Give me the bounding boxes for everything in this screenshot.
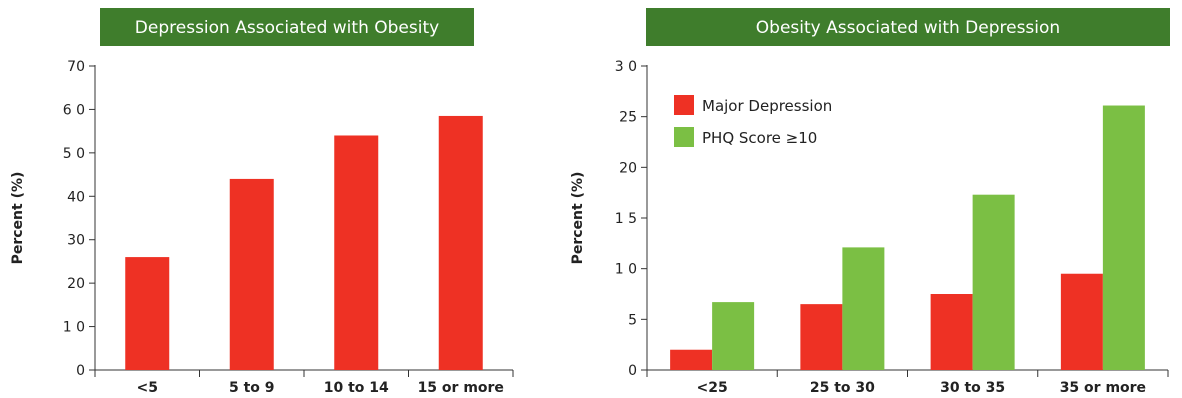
bar-cat3 [438,115,483,370]
chart-obesity-associated-with-depression: Obesity Associated with Depression Percen… [560,0,1182,398]
x-category-label: 5 to 9 [229,380,275,396]
bar-cat2 [334,135,379,370]
x-category-label: 30 to 35 [940,380,1005,396]
y-tick-label: 20 [619,160,637,176]
chart-title: Obesity Associated with Depression [756,18,1060,38]
bar-series1-cat2 [972,194,1015,370]
y-tick-label: 25 [619,110,637,126]
y-tick-label: 3 0 [615,59,637,75]
y-tick-label: 5 [628,312,637,328]
y-tick-label: 0 [628,363,637,379]
y-axis-title: Percent (%) [570,172,586,265]
y-tick-label: 6 0 [63,102,85,118]
bar-series0-cat2 [930,294,973,370]
bar-series1-cat3 [1102,105,1145,371]
y-tick-label: 40 [67,189,85,205]
y-tick-label: 30 [67,233,85,249]
y-tick-label: 20 [67,276,85,292]
x-category-label: <25 [697,380,728,396]
x-category-label: 35 or more [1060,380,1146,396]
y-tick-label: 1 0 [63,320,85,336]
x-category-label: 25 to 30 [810,380,875,396]
legend-label: Major Depression [702,97,832,115]
chart-right-svg: Obesity Associated with Depression Percen… [570,8,1170,396]
x-category-label: 15 or more [418,380,504,396]
y-tick-label: 70 [67,59,85,75]
chart-title-bar [646,8,1170,46]
chart-left-svg: Depression Associated with Obesity Percen… [10,8,514,396]
bar-series0-cat1 [800,304,843,370]
x-category-label: 10 to 14 [324,380,389,396]
legend-label: PHQ Score ≥10 [702,129,817,147]
bar-series1-cat1 [842,247,885,370]
y-tick-label: 0 [76,363,85,379]
bar-series0-cat3 [1060,273,1103,370]
y-tick-label: 1 0 [615,262,637,278]
bar-series0-cat0 [670,349,713,370]
bar-cat1 [229,178,274,370]
y-tick-label: 5 0 [63,146,85,162]
chart-title-bar [100,8,474,46]
legend-swatch [674,127,694,147]
legend-swatch [674,95,694,115]
chart-depression-associated-with-obesity: Depression Associated with Obesity Percen… [0,0,560,398]
chart-title: Depression Associated with Obesity [135,18,439,38]
bar-cat0 [125,257,170,370]
y-axis-title: Percent (%) [10,172,26,265]
x-category-label: <5 [137,380,158,396]
y-tick-label: 1 5 [615,211,637,227]
bar-series1-cat0 [712,302,755,370]
